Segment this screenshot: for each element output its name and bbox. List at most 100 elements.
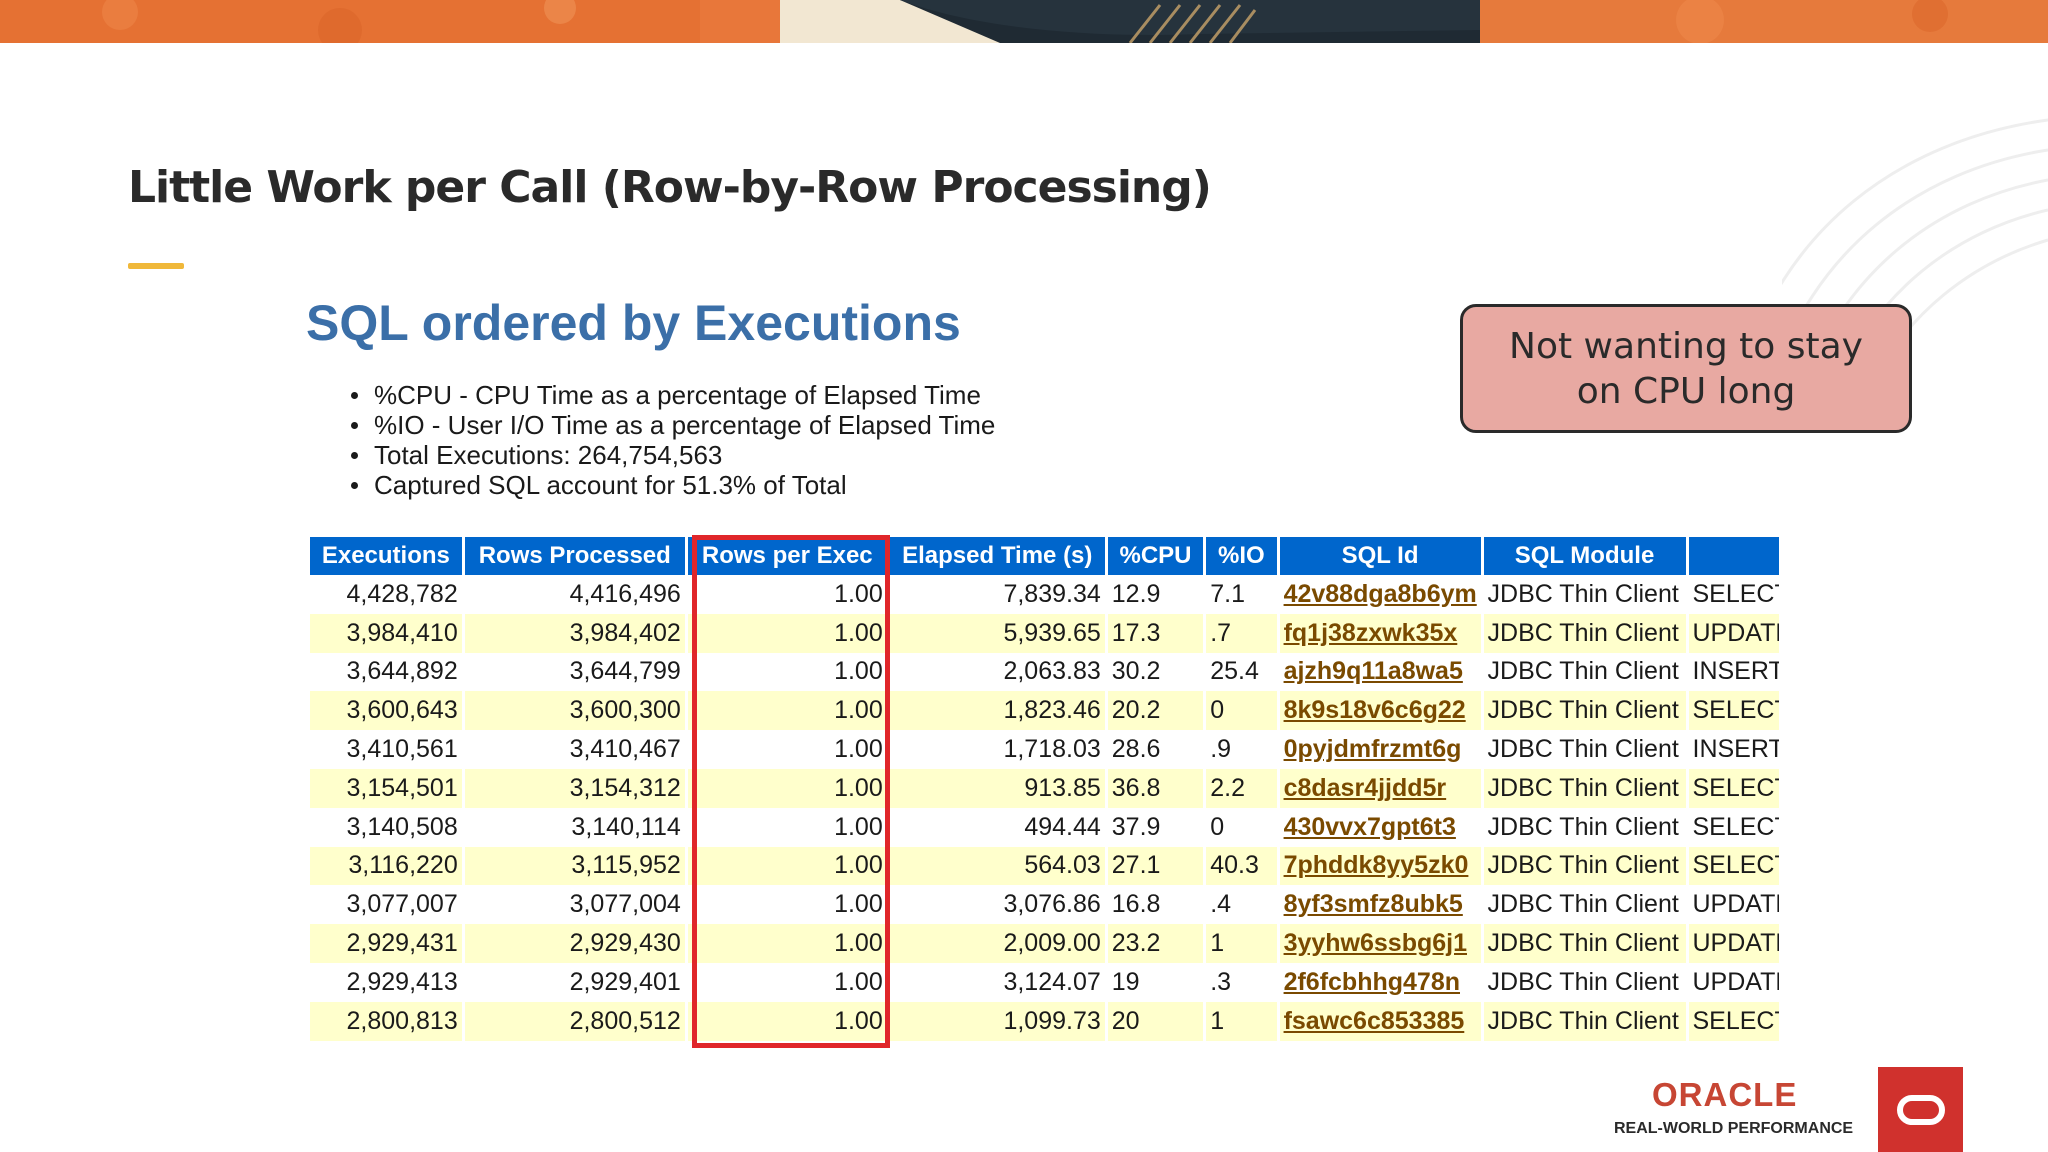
cell-rows-processed: 4,416,496 bbox=[569, 579, 681, 608]
column-header-cpu: %CPU bbox=[1107, 537, 1204, 575]
sql-id-link[interactable]: fq1j38zxwk35x bbox=[1283, 618, 1458, 647]
cell-sql-module: JDBC Thin Client bbox=[1487, 579, 1679, 608]
cell-sql-text: UPDATE bbox=[1688, 924, 1779, 963]
bullet-item: %CPU - CPU Time as a percentage of Elaps… bbox=[350, 380, 995, 410]
cell-cpu: 37.9 bbox=[1111, 812, 1161, 841]
cell-sql-text: INSERT bbox=[1692, 735, 1780, 764]
cell-rows-per-exec: 1.00 bbox=[687, 691, 887, 731]
cell-sql-id: 3yyhw6ssbg6j1 bbox=[1279, 924, 1481, 963]
sql-id-link[interactable]: 7phddk8yy5zk0 bbox=[1283, 851, 1469, 880]
cell-rows-processed: 3,984,402 bbox=[464, 613, 685, 653]
slide-title: Little Work per Call (Row-by-Row Process… bbox=[128, 162, 1212, 213]
column-header-io: %IO bbox=[1206, 537, 1277, 575]
cell-sql-id: fsawc6c853385 bbox=[1279, 1001, 1481, 1041]
cell-rows-per-exec: 1.00 bbox=[834, 967, 883, 996]
sql-id-link[interactable]: c8dasr4jjdd5r bbox=[1283, 773, 1447, 802]
sql-id-link[interactable]: 2f6fcbhhg478n bbox=[1283, 967, 1460, 996]
cell-elapsed-time: 7,839.34 bbox=[1003, 579, 1101, 608]
cell-cpu: 36.8 bbox=[1107, 768, 1204, 808]
sql-id-link[interactable]: fsawc6c853385 bbox=[1283, 1006, 1465, 1035]
cell-sql-module: JDBC Thin Client bbox=[1487, 657, 1679, 686]
report-bullet-list: %CPU - CPU Time as a percentage of Elaps… bbox=[350, 380, 996, 500]
cell-executions: 3,410,561 bbox=[346, 735, 458, 764]
column-header-rows-processed: Rows Processed bbox=[464, 537, 685, 575]
cell-sql-module: JDBC Thin Client bbox=[1483, 768, 1686, 808]
cell-executions: 3,600,643 bbox=[310, 691, 462, 731]
cell-rows-processed: 3,115,952 bbox=[464, 846, 685, 886]
table-row: 2,929,413 2,929,401 1.00 3,124.07 19 .3 2f6fcb… bbox=[310, 963, 1779, 1002]
cell-rows-per-exec: 1.00 bbox=[687, 924, 887, 963]
cell-rows-per-exec: 1.00 bbox=[687, 768, 887, 808]
cell-rows-processed: 2,929,430 bbox=[464, 924, 685, 963]
column-header-sql-id: SQL Id bbox=[1279, 537, 1481, 575]
cell-cpu: 28.6 bbox=[1111, 735, 1161, 764]
cell-rows-per-exec: 1.00 bbox=[687, 613, 887, 653]
cell-cpu: 27.1 bbox=[1107, 846, 1204, 886]
cell-io: .9 bbox=[1210, 735, 1232, 764]
sql-id-link[interactable]: 430vvx7gpt6t3 bbox=[1283, 812, 1456, 841]
sql-id-link[interactable]: 0pyjdmfrzmt6g bbox=[1283, 735, 1462, 764]
cell-executions: 3,140,508 bbox=[346, 812, 458, 841]
cell-io: 1 bbox=[1206, 924, 1277, 963]
cell-cpu: 12.9 bbox=[1111, 579, 1161, 608]
cell-rows-processed: 2,929,401 bbox=[569, 967, 681, 996]
cell-cpu: 20.2 bbox=[1107, 691, 1204, 731]
cell-executions: 3,154,501 bbox=[310, 768, 462, 808]
bullet-item: %IO - User I/O Time as a percentage of E… bbox=[350, 410, 996, 440]
cell-io: 25.4 bbox=[1210, 657, 1259, 686]
sql-executions-table: Executions Rows Processed Rows per Exec … bbox=[307, 537, 1782, 1041]
table-row: 2,800,813 2,800,512 1.00 1,099.73 20 1 fsawc6c… bbox=[310, 1001, 1779, 1041]
cell-sql-id: fq1j38zxwk35x bbox=[1279, 613, 1481, 653]
table-row: 3,644,892 3,644,799 1.00 2,063.83 30.2 25.4 aj… bbox=[310, 653, 1779, 692]
cell-elapsed-time: 564.03 bbox=[889, 846, 1105, 886]
cell-sql-text: SELECT bbox=[1692, 579, 1780, 608]
cell-elapsed-time: 1,099.73 bbox=[889, 1001, 1105, 1041]
cell-sql-id: 8k9s18v6c6g22 bbox=[1279, 691, 1481, 731]
cell-executions: 3,116,220 bbox=[310, 846, 462, 886]
cell-rows-per-exec: 1.00 bbox=[834, 735, 883, 764]
cell-sql-text: SELECT bbox=[1688, 846, 1779, 886]
cell-sql-text: UPDATE bbox=[1688, 613, 1779, 653]
cell-rows-processed: 3,154,312 bbox=[464, 768, 685, 808]
cell-elapsed-time: 494.44 bbox=[1024, 812, 1101, 841]
oracle-logo-icon bbox=[1878, 1067, 1963, 1152]
cell-sql-text: UPDATE bbox=[1692, 890, 1780, 919]
cell-cpu: 23.2 bbox=[1107, 924, 1204, 963]
table-row: 3,140,508 3,140,114 1.00 494.44 37.9 0 430vvx7… bbox=[310, 808, 1779, 847]
cell-sql-id: 7phddk8yy5zk0 bbox=[1279, 846, 1481, 886]
cell-executions: 3,984,410 bbox=[310, 613, 462, 653]
cell-elapsed-time: 2,063.83 bbox=[1003, 657, 1101, 686]
cell-sql-id: 42v88dga8b6ym bbox=[1280, 575, 1481, 614]
oracle-logo-text: ORACLE bbox=[1652, 1076, 1798, 1113]
sql-id-link[interactable]: ajzh9q11a8wa5 bbox=[1283, 657, 1463, 686]
cell-sql-module: JDBC Thin Client bbox=[1483, 613, 1686, 653]
cell-rows-per-exec: 1.00 bbox=[687, 846, 887, 886]
cell-sql-module: JDBC Thin Client bbox=[1487, 735, 1679, 764]
sql-id-link[interactable]: 3yyhw6ssbg6j1 bbox=[1283, 929, 1467, 958]
cell-io: 0 bbox=[1210, 812, 1225, 841]
sql-id-link[interactable]: 8yf3smfz8ubk5 bbox=[1283, 890, 1463, 919]
cell-elapsed-time: 3,076.86 bbox=[1003, 890, 1101, 919]
cell-sql-id: 0pyjdmfrzmt6g bbox=[1280, 730, 1481, 769]
sql-id-link[interactable]: 8k9s18v6c6g22 bbox=[1283, 696, 1466, 725]
cell-sql-text: SELECT bbox=[1688, 691, 1779, 731]
table-row: 3,154,501 3,154,312 1.00 913.85 36.8 2.2 c8das… bbox=[310, 768, 1779, 808]
table-row: 3,116,220 3,115,952 1.00 564.03 27.1 40.3 7phd… bbox=[310, 846, 1779, 886]
cell-sql-id: c8dasr4jjdd5r bbox=[1279, 768, 1481, 808]
cell-sql-text: INSERT bbox=[1692, 657, 1780, 686]
cell-sql-text: SELECT bbox=[1688, 1001, 1779, 1041]
sql-id-link[interactable]: 42v88dga8b6ym bbox=[1283, 579, 1477, 608]
table-body: 4,428,782 4,416,496 1.00 7,839.34 12.9 7.1 42v… bbox=[310, 575, 1779, 1041]
cell-rows-processed: 3,644,799 bbox=[569, 657, 681, 686]
cell-executions: 2,929,413 bbox=[346, 967, 458, 996]
cell-executions: 2,800,813 bbox=[310, 1001, 462, 1041]
cell-sql-id: 8yf3smfz8ubk5 bbox=[1280, 885, 1481, 924]
table-row: 3,984,410 3,984,402 1.00 5,939.65 17.3.7 fq1j… bbox=[310, 613, 1779, 653]
table-row: 2,929,431 2,929,430 1.00 2,009.00 23.2 1 3yyhw… bbox=[310, 924, 1779, 963]
cell-rows-per-exec: 1.00 bbox=[834, 890, 883, 919]
cell-sql-id: 2f6fcbhhg478n bbox=[1280, 963, 1481, 1002]
cell-sql-module: JDBC Thin Client bbox=[1487, 812, 1679, 841]
cell-executions: 3,077,007 bbox=[346, 890, 458, 919]
cell-rows-per-exec: 1.00 bbox=[834, 812, 883, 841]
table-row: 3,410,561 3,410,467 1.00 1,718.03 28.6 .9 0pyj… bbox=[310, 730, 1779, 769]
